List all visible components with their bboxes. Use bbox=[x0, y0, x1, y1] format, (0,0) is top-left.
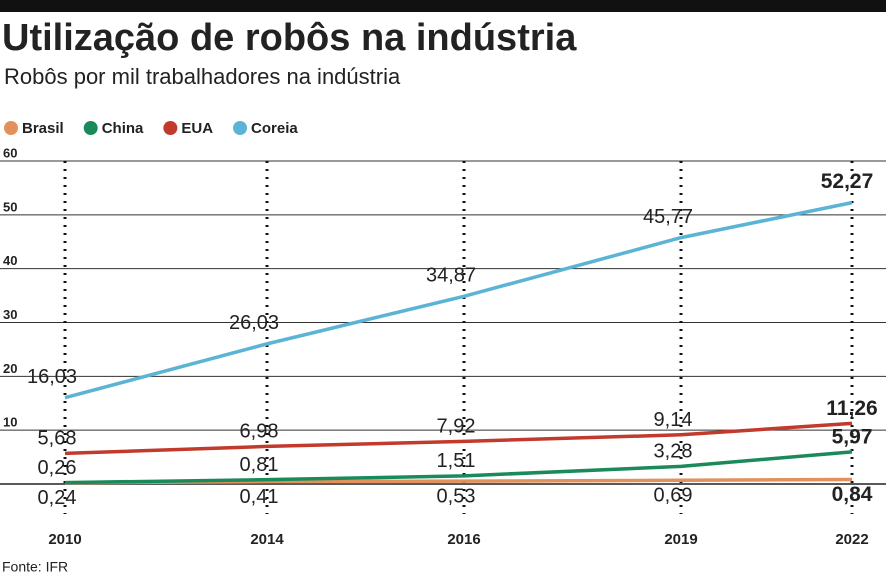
legend-marker bbox=[163, 121, 178, 135]
legend-label: Brasil bbox=[22, 120, 64, 137]
x-tick-label: 2019 bbox=[664, 531, 697, 548]
data-label: 45,77 bbox=[643, 206, 693, 228]
legend-label: EUA bbox=[181, 120, 213, 137]
data-label: 5,97 bbox=[832, 425, 873, 448]
data-label: 0,53 bbox=[437, 485, 476, 507]
data-label: 26,03 bbox=[229, 312, 279, 334]
data-label: 6,98 bbox=[240, 421, 279, 443]
data-label: 0,26 bbox=[38, 457, 77, 479]
source: Fonte: IFR bbox=[2, 559, 68, 575]
legend-marker bbox=[83, 121, 98, 135]
x-tick-label: 2022 bbox=[835, 531, 868, 548]
legend-label: Coreia bbox=[251, 120, 298, 137]
legend-marker bbox=[233, 121, 248, 135]
y-tick-label: 40 bbox=[3, 253, 17, 268]
chart-subtitle: Robôs por mil trabalhadores na indústria bbox=[4, 64, 401, 89]
legend-marker bbox=[4, 121, 18, 135]
data-label: 11,26 bbox=[826, 397, 877, 420]
data-label: 0,81 bbox=[240, 454, 279, 476]
y-tick-label: 60 bbox=[3, 145, 17, 160]
x-tick-label: 2016 bbox=[447, 531, 480, 548]
top-bar bbox=[0, 0, 886, 12]
x-tick-label: 2014 bbox=[250, 531, 284, 548]
data-label: 3,28 bbox=[654, 441, 693, 463]
data-label: 1,51 bbox=[437, 450, 476, 472]
legend-label: China bbox=[102, 120, 144, 137]
y-tick-label: 10 bbox=[3, 415, 17, 430]
series-line bbox=[64, 200, 853, 400]
data-label: 7,92 bbox=[437, 416, 476, 438]
data-label: 34,87 bbox=[426, 265, 476, 287]
series-line bbox=[64, 421, 853, 456]
data-label: 5,68 bbox=[38, 428, 77, 450]
y-tick-label: 20 bbox=[3, 361, 17, 376]
series-line bbox=[64, 450, 853, 485]
data-label: 52,27 bbox=[821, 170, 874, 193]
chart-title: Utilização de robôs na indústria bbox=[2, 17, 577, 59]
y-tick-label: 30 bbox=[3, 307, 17, 322]
data-label: 16,03 bbox=[27, 366, 77, 388]
data-label: 0,24 bbox=[38, 487, 77, 509]
data-label: 0,41 bbox=[240, 486, 279, 508]
data-label: 0,84 bbox=[832, 483, 873, 506]
y-tick-label: 50 bbox=[3, 199, 17, 214]
x-tick-label: 2010 bbox=[48, 531, 81, 548]
data-label: 0,69 bbox=[654, 485, 693, 507]
data-label: 9,14 bbox=[654, 409, 693, 431]
